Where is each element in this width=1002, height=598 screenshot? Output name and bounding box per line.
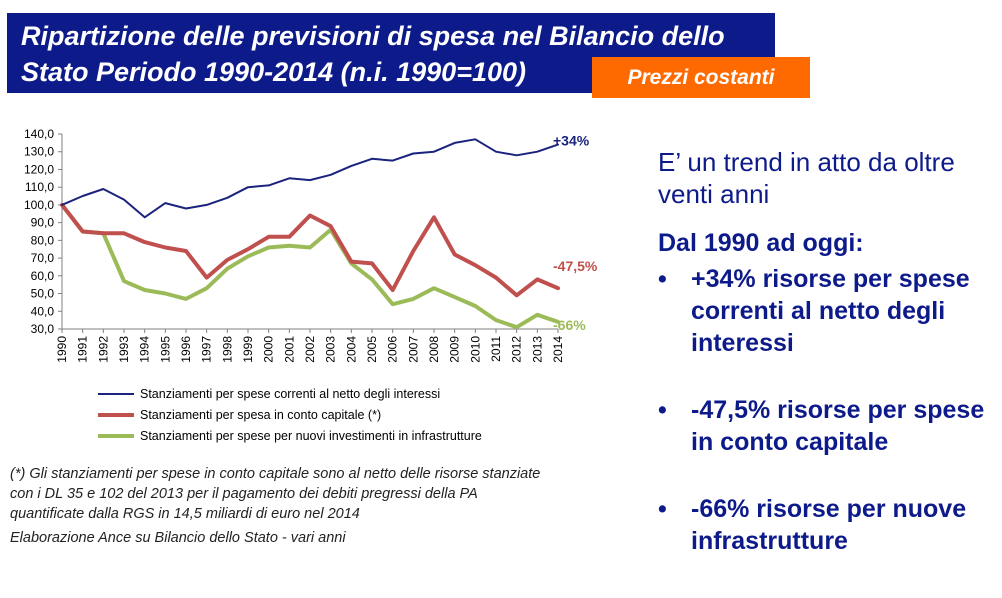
x-tick-label: 2002 bbox=[303, 336, 317, 363]
footnote-line: (*) Gli stanziamenti per spese in conto … bbox=[10, 466, 541, 482]
bullet-capital-spending: • -47,5% risorse per spese in conto capi… bbox=[658, 394, 998, 458]
bullet-infrastructure: • -66% risorse per nuove infrastrutture bbox=[658, 493, 998, 557]
y-tick-label: 40,0 bbox=[31, 304, 55, 318]
x-tick-label: 2011 bbox=[489, 336, 503, 362]
x-tick-label: 1994 bbox=[138, 336, 152, 363]
line-chart: 140,0 130,0 120,0 110,0 100,0 90,0 80,0 70,0 60,… bbox=[24, 127, 598, 363]
x-tick-label: 2013 bbox=[530, 336, 544, 363]
legend-item-current-spending: Stanziamenti per spese correnti al netto… bbox=[98, 386, 440, 402]
series-end-label-2: -47,5% bbox=[553, 258, 598, 274]
y-tick-label: 140,0 bbox=[24, 127, 54, 141]
y-tick-label: 50,0 bbox=[31, 287, 55, 301]
legend-swatch-capital bbox=[98, 413, 134, 417]
bullet-text: -66% risorse per nuove infrastrutture bbox=[691, 495, 967, 555]
x-tick-label: 1997 bbox=[200, 336, 214, 363]
x-tick-label: 2005 bbox=[365, 336, 379, 363]
bullet-text: +34% risorse per spese correnti al netto… bbox=[691, 265, 970, 357]
legend-label-infrastructure: Stanziamenti per spese per nuovi investi… bbox=[140, 429, 482, 443]
since-heading: Dal 1990 ad oggi: bbox=[658, 229, 864, 257]
series-end-label-3: -66% bbox=[553, 317, 586, 333]
x-tick-label: 2003 bbox=[324, 336, 338, 363]
x-tick-label: 2004 bbox=[344, 336, 358, 363]
x-tick-label: 2007 bbox=[406, 336, 420, 363]
x-tick-label: 2012 bbox=[510, 336, 524, 363]
x-tick-label: 1998 bbox=[220, 336, 234, 363]
source-note: Elaborazione Ance su Bilancio dello Stat… bbox=[10, 530, 346, 546]
x-tick-label: 2001 bbox=[282, 336, 296, 363]
x-tick-label: 1999 bbox=[241, 336, 255, 363]
x-tick-label: 2000 bbox=[262, 336, 276, 363]
x-tick-label: 1992 bbox=[96, 336, 110, 363]
x-tick-label: 1996 bbox=[179, 336, 193, 363]
footnote-line: quantificate dalla RGS in 14,5 miliardi … bbox=[10, 506, 360, 522]
y-tick-label: 100,0 bbox=[24, 198, 54, 212]
bullet-marker: • bbox=[658, 265, 667, 293]
series-line-1 bbox=[61, 138, 559, 219]
title-banner: Ripartizione delle previsioni di spesa n… bbox=[7, 13, 775, 93]
bullet-current-spending: • +34% risorse per spese correnti al net… bbox=[658, 263, 998, 359]
title-line-2: Stato Periodo 1990-2014 (n.i. 1990=100) bbox=[21, 57, 526, 87]
bullet-marker: • bbox=[658, 396, 667, 424]
y-tick-label: 130,0 bbox=[24, 145, 54, 159]
footnote: (*) Gli stanziamenti per spese in conto … bbox=[10, 464, 610, 524]
y-tick-label: 90,0 bbox=[31, 216, 55, 230]
legend-label-capital: Stanziamenti per spesa in conto capitale… bbox=[140, 408, 382, 422]
x-tick-label: 2014 bbox=[551, 336, 565, 363]
price-basis-badge: Prezzi costanti bbox=[592, 57, 810, 98]
series-line-3 bbox=[60, 202, 560, 330]
legend-label-current: Stanziamenti per spese correnti al netto… bbox=[140, 387, 441, 401]
y-tick-label: 120,0 bbox=[24, 162, 54, 176]
series-end-label-1: +34% bbox=[553, 133, 590, 149]
legend-swatch-current bbox=[98, 393, 134, 395]
x-tick-label: 1993 bbox=[117, 336, 131, 363]
legend-swatch-infrastructure bbox=[98, 434, 134, 438]
y-tick-label: 30,0 bbox=[31, 322, 55, 336]
x-tick-label: 2006 bbox=[386, 336, 400, 363]
legend-item-capital-spending: Stanziamenti per spesa in conto capitale… bbox=[98, 407, 381, 423]
bullet-marker: • bbox=[658, 495, 667, 523]
x-tick-label: 2009 bbox=[448, 336, 462, 363]
y-tick-label: 70,0 bbox=[31, 251, 55, 265]
bullet-text: -47,5% risorse per spese in conto capita… bbox=[691, 396, 985, 456]
x-tick-label: 2008 bbox=[427, 336, 441, 363]
y-tick-label: 80,0 bbox=[31, 233, 55, 247]
x-tick-label: 1990 bbox=[55, 336, 69, 363]
x-tick-label: 1991 bbox=[76, 336, 90, 363]
x-tick-label: 2010 bbox=[468, 336, 482, 363]
footnote-line: con i DL 35 e 102 del 2013 per il pagame… bbox=[10, 486, 478, 502]
legend-item-infrastructure: Stanziamenti per spese per nuovi investi… bbox=[98, 428, 482, 444]
series-line-2 bbox=[60, 202, 560, 298]
trend-statement: E’ un trend in atto da oltre venti anni bbox=[658, 147, 955, 209]
y-tick-label: 60,0 bbox=[31, 269, 55, 283]
y-tick-label: 110,0 bbox=[25, 180, 54, 194]
x-tick-label: 1995 bbox=[158, 336, 172, 363]
title-line-1: Ripartizione delle previsioni di spesa n… bbox=[21, 21, 725, 51]
